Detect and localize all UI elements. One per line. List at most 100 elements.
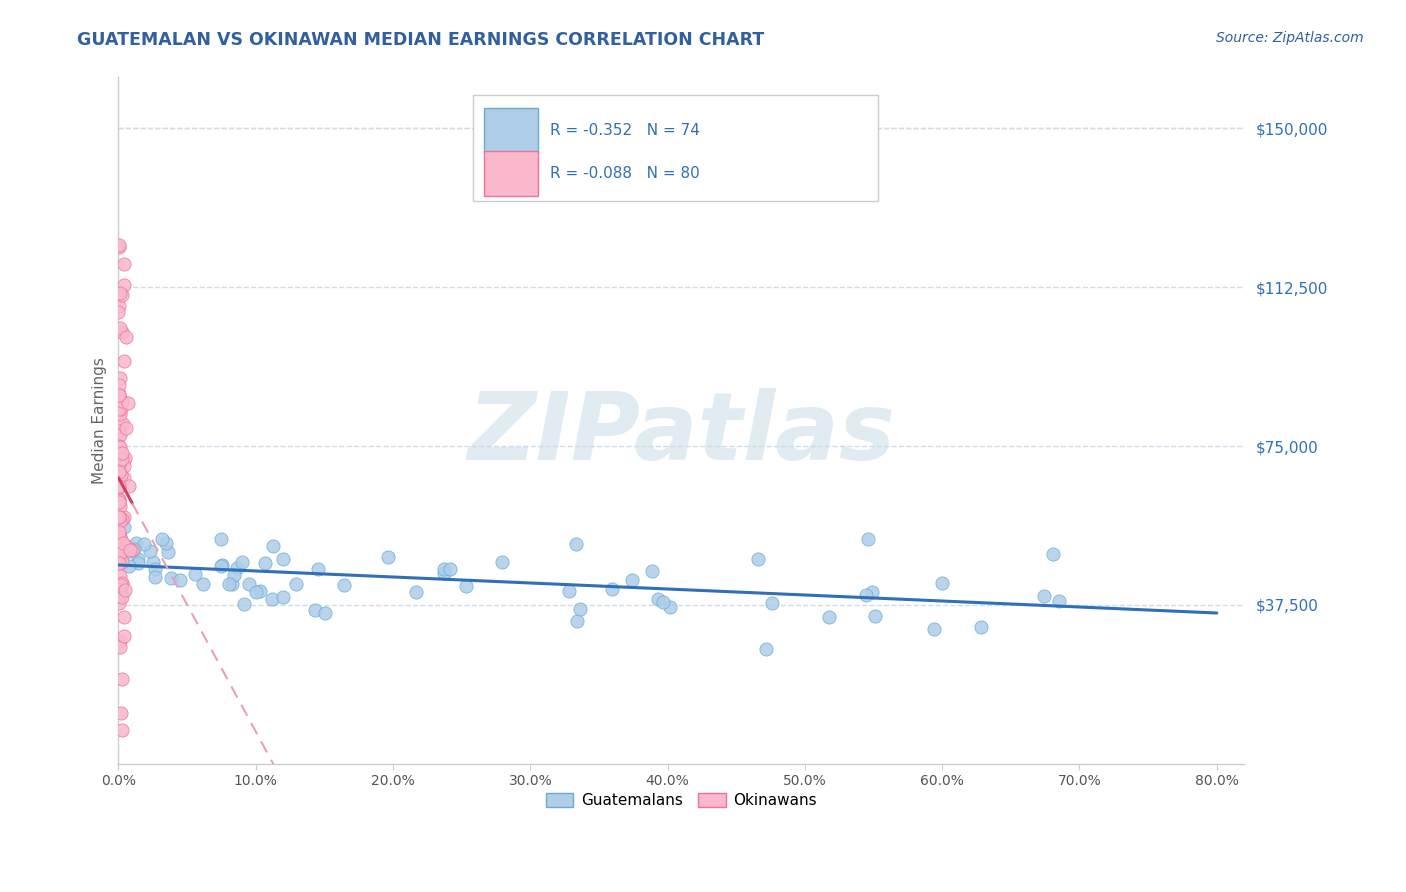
- Point: [108, 378, 131, 392]
- Point: [314, 606, 336, 620]
- Point: [641, 564, 664, 578]
- Point: [108, 428, 131, 442]
- Point: [260, 592, 283, 607]
- Point: [600, 582, 623, 596]
- Point: [108, 548, 131, 562]
- Point: [112, 520, 135, 534]
- Point: [112, 541, 135, 555]
- Point: [855, 588, 877, 602]
- Point: [110, 706, 132, 720]
- Point: [860, 585, 883, 599]
- Point: [439, 562, 461, 576]
- Point: [108, 543, 131, 558]
- Point: [111, 723, 134, 737]
- Point: [110, 578, 132, 592]
- Point: [108, 634, 131, 648]
- Point: [970, 620, 993, 634]
- Point: [112, 471, 135, 485]
- Point: [112, 629, 135, 643]
- Point: [111, 590, 134, 604]
- Point: [262, 539, 284, 553]
- Point: [107, 240, 129, 254]
- Point: [191, 576, 214, 591]
- Point: [143, 570, 166, 584]
- Point: [1042, 547, 1064, 561]
- Point: [118, 479, 141, 493]
- FancyBboxPatch shape: [484, 152, 538, 196]
- Point: [377, 550, 399, 565]
- Point: [108, 321, 131, 335]
- Point: [232, 597, 254, 611]
- Point: [209, 532, 232, 546]
- Y-axis label: Median Earnings: Median Earnings: [93, 357, 107, 484]
- Point: [110, 402, 132, 417]
- Point: [155, 536, 177, 550]
- Text: Source: ZipAtlas.com: Source: ZipAtlas.com: [1216, 31, 1364, 45]
- Point: [111, 577, 134, 591]
- Point: [221, 577, 243, 591]
- Point: [211, 558, 233, 572]
- Text: R = -0.352   N = 74: R = -0.352 N = 74: [550, 123, 700, 137]
- Point: [108, 480, 131, 494]
- Point: [110, 500, 132, 514]
- Point: [127, 552, 149, 566]
- Point: [114, 450, 136, 465]
- Point: [112, 458, 135, 473]
- Point: [110, 545, 132, 559]
- Point: [747, 552, 769, 566]
- Point: [115, 540, 138, 554]
- Point: [110, 325, 132, 339]
- Point: [112, 278, 135, 293]
- Point: [127, 557, 149, 571]
- Point: [111, 575, 134, 590]
- Point: [110, 467, 132, 482]
- Point: [565, 614, 588, 628]
- Point: [405, 585, 427, 599]
- Point: [456, 579, 478, 593]
- Text: ZIPatlas: ZIPatlas: [467, 388, 896, 481]
- Point: [108, 427, 131, 442]
- Point: [125, 536, 148, 550]
- Point: [156, 545, 179, 559]
- Point: [132, 537, 155, 551]
- Point: [107, 493, 129, 508]
- Point: [111, 672, 134, 686]
- Point: [169, 573, 191, 587]
- FancyBboxPatch shape: [472, 95, 879, 201]
- Point: [108, 238, 131, 252]
- Legend: Guatemalans, Okinawans: Guatemalans, Okinawans: [540, 788, 823, 814]
- Point: [108, 386, 131, 401]
- Point: [108, 457, 131, 471]
- Point: [307, 562, 329, 576]
- Point: [1047, 594, 1070, 608]
- Point: [253, 556, 276, 570]
- Point: [569, 602, 592, 616]
- Point: [107, 509, 129, 524]
- Point: [111, 288, 134, 302]
- Point: [112, 509, 135, 524]
- Point: [108, 465, 131, 479]
- Point: [108, 556, 131, 570]
- Point: [652, 595, 675, 609]
- Point: [108, 479, 131, 493]
- Point: [108, 530, 131, 544]
- Point: [160, 571, 183, 585]
- Point: [238, 576, 260, 591]
- Point: [122, 541, 145, 556]
- Point: [108, 387, 131, 401]
- Point: [659, 599, 682, 614]
- Point: [108, 439, 131, 453]
- Point: [565, 537, 588, 551]
- Point: [112, 609, 135, 624]
- Point: [111, 393, 134, 408]
- Point: [110, 286, 132, 301]
- Point: [150, 532, 173, 546]
- Point: [117, 396, 139, 410]
- Point: [107, 461, 129, 475]
- Point: [120, 542, 142, 557]
- Point: [114, 582, 136, 597]
- Point: [271, 551, 294, 566]
- Point: [108, 590, 131, 604]
- Point: [755, 642, 778, 657]
- Point: [107, 424, 129, 438]
